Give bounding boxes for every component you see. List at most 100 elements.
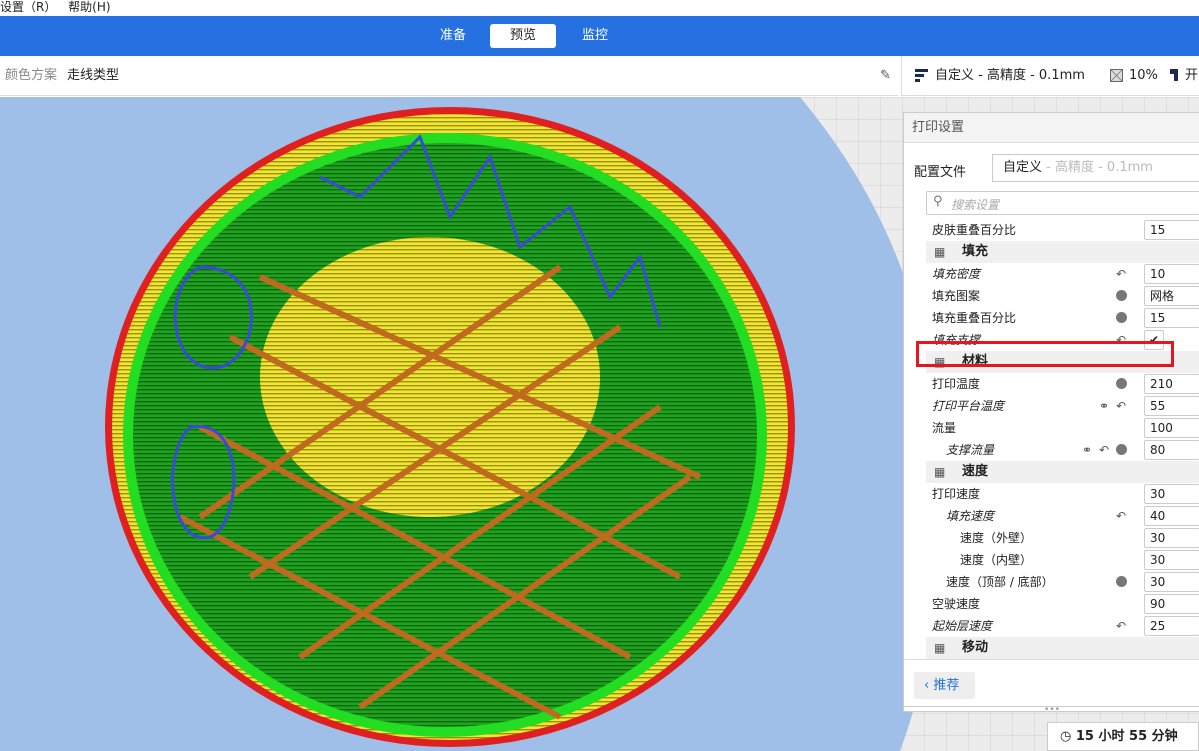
travel-icon: ▦ xyxy=(934,641,946,655)
settings-section[interactable]: ▦ 填充 xyxy=(926,241,1199,263)
info-icon[interactable] xyxy=(1116,373,1127,396)
tab-prepare[interactable]: 准备 xyxy=(439,28,466,43)
setting-row[interactable]: 填充速度 ↶ 40 xyxy=(926,505,1199,527)
view-toolbar: 颜色方案 走线类型 ✎ xyxy=(0,56,899,96)
reset-icon[interactable]: ↶ xyxy=(1116,333,1127,347)
setting-row[interactable]: 打印速度 30 xyxy=(926,483,1199,505)
print-setup-summary[interactable]: 自定义 - 高精度 - 0.1mm 10% 开 xyxy=(901,56,1199,96)
setting-value-input[interactable]: 55 xyxy=(1144,396,1199,416)
setting-label: 填充速度 xyxy=(946,509,995,523)
recommended-button-label: 推荐 xyxy=(933,678,960,693)
setting-row[interactable]: 填充密度 ↶ 10 xyxy=(926,263,1199,285)
setting-row[interactable]: 速度（外壁） 30 xyxy=(926,527,1199,549)
setting-label: 速度（顶部 / 底部） xyxy=(946,575,1054,589)
reset-icon[interactable]: ↶ xyxy=(1116,267,1127,281)
color-scheme-select[interactable]: 走线类型 xyxy=(67,68,120,83)
setting-row[interactable]: 填充图案 网格 xyxy=(926,285,1199,307)
panel-resize-handle[interactable]: ••• xyxy=(904,706,1199,715)
setting-value-input[interactable]: 210 xyxy=(1144,374,1199,394)
setting-label: 起始层速度 xyxy=(932,619,993,633)
print-time-estimate[interactable]: ◷ 15 小时 55 分钟 xyxy=(1047,722,1199,751)
setting-value-input[interactable]: 30 xyxy=(1144,528,1199,548)
setting-row[interactable]: 打印平台温度 ↶ ⚭ 55 xyxy=(926,395,1199,417)
top-skin xyxy=(260,237,600,517)
highlight-box xyxy=(916,341,1174,367)
tab-preview[interactable]: 预览 xyxy=(490,24,556,48)
setting-value-input[interactable]: 网格 xyxy=(1144,286,1199,306)
info-icon[interactable] xyxy=(1116,285,1127,308)
setting-row[interactable]: 速度（顶部 / 底部） 30 xyxy=(926,571,1199,593)
tab-monitor[interactable]: 监控 xyxy=(581,28,608,43)
recommended-button[interactable]: ‹ 推荐 xyxy=(914,672,975,699)
menu-help[interactable]: 帮助(H) xyxy=(68,0,111,14)
profile-icon xyxy=(915,69,928,82)
setting-label: 打印速度 xyxy=(932,487,981,501)
stage-header: 准备 预览 监控 xyxy=(0,16,1199,56)
setting-row[interactable]: 起始层速度 ↶ 25 xyxy=(926,615,1199,637)
setting-label: 移动 xyxy=(962,640,989,655)
settings-section[interactable]: ▦ 移动 xyxy=(926,637,1199,659)
infill-percent: 10% xyxy=(1129,68,1158,83)
search-settings-input[interactable]: ⚲ 搜索设置 xyxy=(926,191,1199,215)
setting-value-input[interactable]: 15 xyxy=(1144,308,1199,328)
setting-row[interactable]: 支撑流量 ↶ ⚭ 80 xyxy=(926,439,1199,461)
settings-section[interactable]: ▦ 速度 xyxy=(926,461,1199,483)
setting-label: 速度（外壁） xyxy=(960,531,1033,545)
setting-label: 填充图案 xyxy=(932,289,981,303)
setting-row[interactable]: 填充重叠百分比 15 xyxy=(926,307,1199,329)
infill-grid xyxy=(178,264,702,720)
setting-row[interactable]: 皮肤重叠百分比 15 xyxy=(926,219,1199,241)
search-icon: ⚲ xyxy=(933,194,943,209)
profile-select-suffix: - 高精度 - 0.1mm xyxy=(1042,160,1153,175)
link-icon[interactable]: ⚭ xyxy=(1082,443,1093,457)
setting-value-input[interactable]: 80 xyxy=(1144,440,1199,460)
material-icon: ▦ xyxy=(934,355,946,369)
profile-select-value: 自定义 xyxy=(1003,160,1043,175)
setting-value-input[interactable]: 25 xyxy=(1144,616,1199,636)
setting-checkbox[interactable]: ✔ xyxy=(1144,330,1164,350)
print-time: 15 小时 55 分钟 xyxy=(1075,729,1178,744)
setting-label: 填充重叠百分比 xyxy=(932,311,1017,325)
setting-value-input[interactable]: 100 xyxy=(1144,418,1199,438)
setting-label: 皮肤重叠百分比 xyxy=(932,223,1017,237)
setting-row[interactable]: 打印温度 210 xyxy=(926,373,1199,395)
setting-label: 填充 xyxy=(962,244,989,259)
annotation-circle xyxy=(171,265,253,540)
reset-icon[interactable]: ↶ xyxy=(1116,509,1127,523)
infill-icon xyxy=(1110,69,1123,82)
setting-value-input[interactable]: 40 xyxy=(1144,506,1199,526)
setting-label: 速度（内壁） xyxy=(960,553,1033,567)
setting-value-input[interactable]: 30 xyxy=(1144,550,1199,570)
support-value: 开 xyxy=(1185,68,1199,83)
setting-row[interactable]: 速度（内壁） 30 xyxy=(926,549,1199,571)
setting-value-input[interactable]: 90 xyxy=(1144,594,1199,614)
info-icon[interactable] xyxy=(1116,571,1127,594)
setting-row[interactable]: 流量 100 xyxy=(926,417,1199,439)
speed-icon: ▦ xyxy=(934,465,946,479)
setting-row[interactable]: 空驶速度 90 xyxy=(926,593,1199,615)
profile-select[interactable]: 自定义 - 高精度 - 0.1mm xyxy=(992,154,1199,182)
info-icon[interactable] xyxy=(1116,307,1127,330)
profile-label: 配置文件 xyxy=(914,165,967,180)
setting-value-input[interactable]: 30 xyxy=(1144,484,1199,504)
reset-icon[interactable]: ↶ xyxy=(1116,399,1127,413)
annotation-scribble xyxy=(319,134,662,328)
menu-bar: 设置（R） 帮助(H) xyxy=(0,0,1199,16)
link-icon[interactable]: ⚭ xyxy=(1099,399,1110,413)
infill-icon: ▦ xyxy=(934,245,946,259)
print-settings-panel: 打印设置 配置文件 自定义 - 高精度 - 0.1mm ⚲ 搜索设置 皮肤重叠百… xyxy=(903,112,1199,715)
info-icon[interactable] xyxy=(1116,439,1127,462)
clock-icon: ◷ xyxy=(1060,729,1072,744)
pencil-icon[interactable]: ✎ xyxy=(880,68,891,83)
setting-value-input[interactable]: 10 xyxy=(1144,264,1199,284)
reset-icon[interactable]: ↶ xyxy=(1116,619,1127,633)
setting-value-input[interactable]: 15 xyxy=(1144,220,1199,240)
menu-settings[interactable]: 设置（R） xyxy=(0,0,57,14)
setting-label: 流量 xyxy=(932,421,957,435)
setting-label: 打印平台温度 xyxy=(932,399,1005,413)
setting-value-input[interactable]: 30 xyxy=(1144,572,1199,592)
support-icon xyxy=(1168,68,1180,82)
reset-icon[interactable]: ↶ xyxy=(1099,443,1110,457)
profile-name: 自定义 - 高精度 - 0.1mm xyxy=(935,68,1085,83)
layer-view-render xyxy=(0,97,1199,751)
